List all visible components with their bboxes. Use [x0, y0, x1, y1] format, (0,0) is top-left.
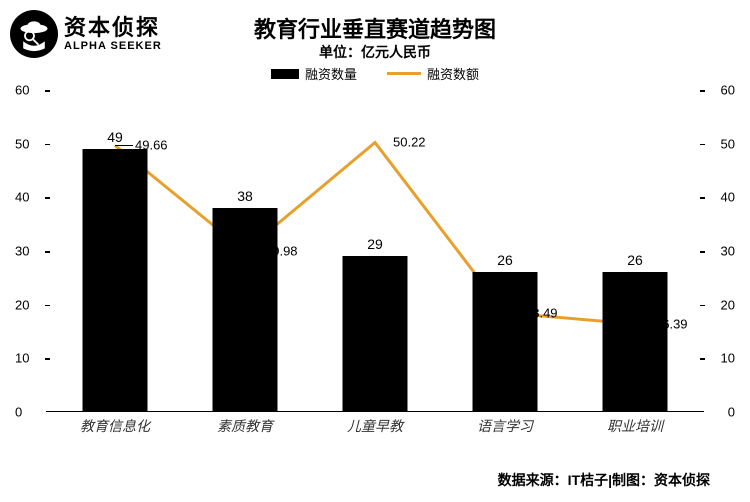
- leader-line: [635, 324, 653, 325]
- bar-value-label: 26: [497, 252, 513, 268]
- bar-value-label: 26: [627, 252, 643, 268]
- y-right-label: 60: [721, 83, 735, 98]
- bar-value-label: 49: [107, 129, 123, 145]
- bar: 26: [603, 272, 668, 412]
- y-right-label: 10: [721, 351, 735, 366]
- legend-bar: 融资数量: [271, 64, 357, 83]
- legend-bar-swatch: [271, 69, 299, 79]
- plot-area: 0102030405060010203040506049教育信息化38素质教育2…: [50, 90, 700, 412]
- legend-bar-label: 融资数量: [305, 64, 357, 83]
- leader-line: [505, 313, 523, 314]
- y-right-label: 30: [721, 244, 735, 259]
- y-left-label: 10: [15, 351, 29, 366]
- bar-value-label: 29: [367, 236, 383, 252]
- y-right-label: 50: [721, 136, 735, 151]
- y-right-label: 20: [721, 297, 735, 312]
- y-left-label: 20: [15, 297, 29, 312]
- chart-area: 0102030405060010203040506049教育信息化38素质教育2…: [50, 90, 700, 432]
- y-right-label: 0: [728, 405, 735, 420]
- x-category-label: 语言学习: [477, 416, 533, 436]
- x-category-label: 素质教育: [217, 416, 273, 436]
- bar: 49: [83, 149, 148, 412]
- legend: 融资数量 融资数额: [0, 64, 750, 83]
- line-value-label: 49.66: [135, 138, 168, 153]
- bar: 29: [343, 256, 408, 412]
- leader-line: [245, 251, 263, 252]
- y-right-label: 40: [721, 190, 735, 205]
- line-value-label: 29.98: [265, 244, 298, 259]
- source-text: 数据来源：IT桔子|制图：资本侦探: [498, 470, 710, 490]
- y-left-label: 60: [15, 83, 29, 98]
- y-left-label: 40: [15, 190, 29, 205]
- leader-line: [115, 145, 133, 146]
- legend-line: 融资数额: [387, 64, 479, 83]
- legend-line-swatch: [387, 72, 421, 75]
- bar-value-label: 38: [237, 188, 253, 204]
- chart-title: 教育行业垂直赛道趋势图: [0, 12, 750, 44]
- line-value-label: 50.22: [393, 135, 426, 150]
- y-left-label: 50: [15, 136, 29, 151]
- legend-line-label: 融资数额: [427, 64, 479, 83]
- y-left-label: 30: [15, 244, 29, 259]
- chart-subtitle: 单位：亿元人民币: [0, 42, 750, 62]
- x-category-label: 儿童早教: [347, 416, 403, 436]
- y-left-label: 0: [15, 405, 22, 420]
- line-value-label: 18.49: [525, 305, 558, 320]
- line-value-label: 16.39: [655, 317, 688, 332]
- bar: 26: [473, 272, 538, 412]
- bar: 38: [213, 208, 278, 412]
- x-category-label: 教育信息化: [80, 416, 150, 436]
- x-category-label: 职业培训: [607, 416, 663, 436]
